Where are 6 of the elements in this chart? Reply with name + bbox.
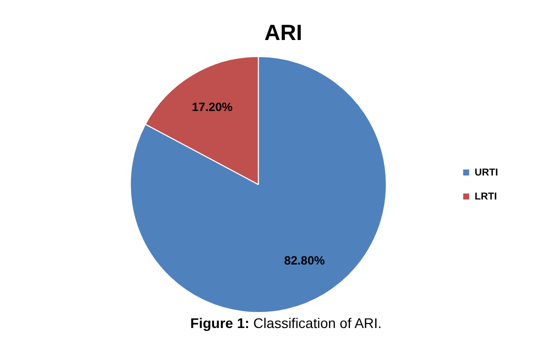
data-label: 17.20% <box>192 100 233 114</box>
chart-title: ARI <box>264 20 302 46</box>
legend-label: URTI <box>474 167 498 178</box>
legend-label: LRTI <box>474 191 498 202</box>
caption: Figure 1: Classification of ARI. <box>190 315 382 331</box>
data-label: 82.80% <box>284 254 326 268</box>
